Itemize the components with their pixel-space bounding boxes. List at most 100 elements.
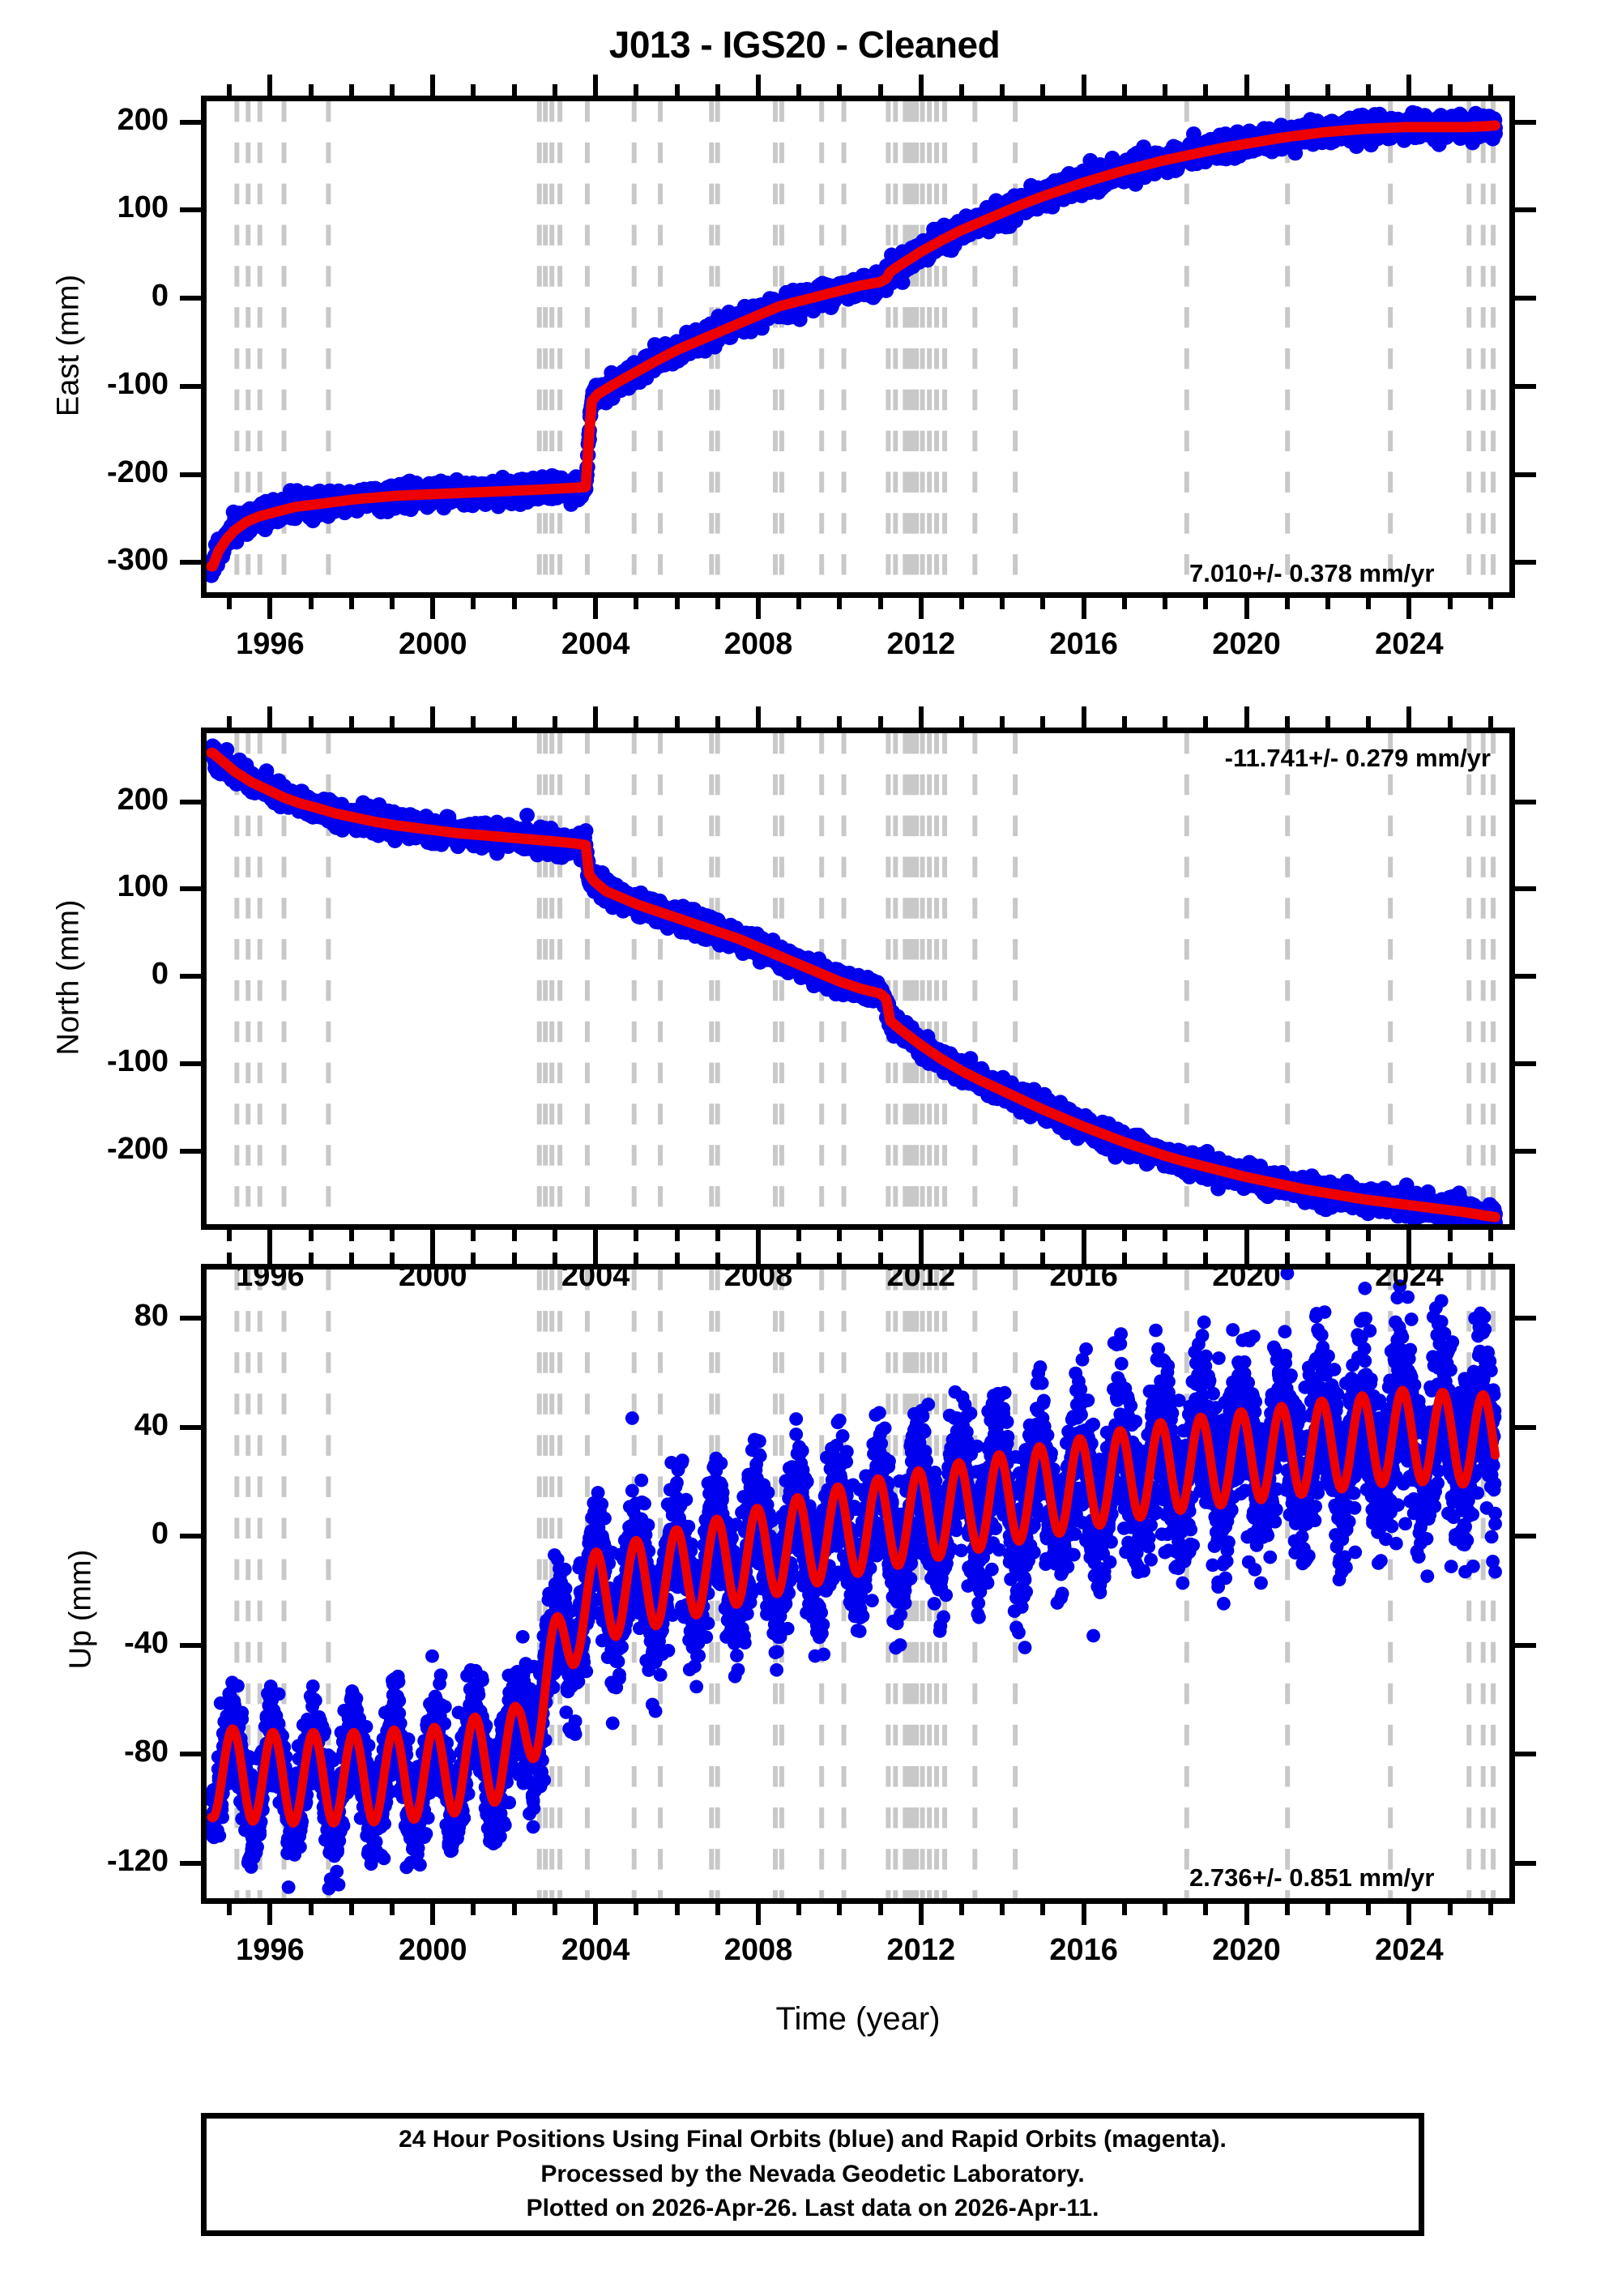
- x-tick-label-up: 2008: [723, 1933, 793, 1967]
- x-major-tick-top: [1082, 706, 1086, 728]
- x-minor-tick: [1325, 598, 1330, 609]
- x-major-tick-top: [756, 706, 761, 728]
- y-tick-north: [180, 1149, 201, 1154]
- x-major-tick-top: [267, 706, 272, 728]
- x-minor-tick: [1488, 1904, 1493, 1915]
- x-minor-tick-top: [1285, 716, 1290, 728]
- x-major-tick: [593, 598, 598, 619]
- x-minor-tick-top: [796, 84, 801, 96]
- x-minor-tick-top: [878, 84, 883, 96]
- x-minor-tick-top: [837, 84, 842, 96]
- x-minor-tick-top: [1000, 1253, 1005, 1264]
- y-tick-label-north: 100: [117, 869, 169, 904]
- x-minor-tick-top: [1000, 84, 1005, 96]
- y-tick-east: [180, 296, 201, 301]
- x-minor-tick-top: [471, 716, 476, 728]
- x-minor-tick: [715, 1230, 720, 1241]
- x-major-tick: [1082, 1230, 1086, 1251]
- x-minor-tick-top: [390, 716, 395, 728]
- x-minor-tick-top: [1122, 1253, 1127, 1264]
- y-tick-east: [180, 207, 201, 212]
- x-minor-tick: [1366, 598, 1371, 609]
- panel-east: [201, 96, 1515, 598]
- x-minor-tick: [634, 1230, 638, 1241]
- east-rate-annotation: 7.010+/- 0.378 mm/yr: [1189, 559, 1435, 587]
- x-major-tick: [756, 1904, 761, 1925]
- y-tick-label-east: -100: [106, 366, 169, 401]
- x-major-tick: [1244, 598, 1249, 619]
- x-tick-label-east: 2020: [1212, 627, 1281, 661]
- x-tick-label-east: 1996: [236, 627, 305, 661]
- x-minor-tick-top: [227, 1253, 232, 1264]
- x-minor-tick: [1040, 598, 1045, 609]
- x-minor-tick-top: [512, 1253, 517, 1264]
- x-major-tick: [430, 1230, 435, 1251]
- x-tick-label-north: 1996: [236, 1259, 305, 1293]
- x-major-tick-top: [756, 75, 761, 96]
- x-minor-tick-top: [959, 1253, 964, 1264]
- x-minor-tick: [1203, 598, 1208, 609]
- x-minor-tick-top: [796, 716, 801, 728]
- x-tick-label-up: 2000: [398, 1933, 467, 1967]
- up-rate-annotation: 2.736+/- 0.851 mm/yr: [1189, 1863, 1435, 1892]
- x-minor-tick: [796, 1230, 801, 1241]
- x-minor-tick-top: [512, 716, 517, 728]
- x-minor-tick-top: [309, 1253, 314, 1264]
- x-minor-tick-top: [878, 716, 883, 728]
- x-minor-tick: [878, 1904, 883, 1915]
- y-tick-label-east: 200: [117, 102, 169, 137]
- x-minor-tick: [471, 1230, 476, 1241]
- x-minor-tick: [1325, 1904, 1330, 1915]
- x-minor-tick-top: [837, 1253, 842, 1264]
- x-minor-tick: [1285, 1904, 1290, 1915]
- x-minor-tick-top: [1163, 1253, 1167, 1264]
- x-minor-tick: [878, 1230, 883, 1241]
- y-tick-label-up: -80: [124, 1735, 169, 1769]
- x-minor-tick-top: [675, 84, 680, 96]
- y-tick-right-east: [1515, 207, 1536, 212]
- y-tick-north: [180, 1061, 201, 1066]
- x-minor-tick: [553, 598, 557, 609]
- x-tick-label-up: 2012: [886, 1933, 956, 1967]
- y-tick-right-north: [1515, 886, 1536, 891]
- x-minor-tick-top: [1203, 1253, 1208, 1264]
- x-minor-tick: [796, 598, 801, 609]
- x-tick-label-north: 2024: [1375, 1259, 1444, 1293]
- x-minor-tick-top: [471, 84, 476, 96]
- north-rate-annotation: -11.741+/- 0.279 mm/yr: [1224, 744, 1491, 772]
- panel-north: [201, 728, 1515, 1230]
- y-tick-up: [180, 1425, 201, 1430]
- x-major-tick-top: [1082, 75, 1086, 96]
- east-axis-label: East (mm): [51, 274, 86, 417]
- x-major-tick-top: [430, 1243, 435, 1264]
- y-tick-up: [180, 1643, 201, 1648]
- y-tick-north: [180, 886, 201, 891]
- x-major-tick-top: [1406, 706, 1411, 728]
- y-tick-label-east: 100: [117, 190, 169, 225]
- x-major-tick: [1406, 1904, 1411, 1925]
- x-major-tick: [756, 1230, 761, 1251]
- east-series-svg: [207, 101, 1503, 592]
- x-minor-tick: [837, 1904, 842, 1915]
- x-minor-tick-top: [1325, 84, 1330, 96]
- x-minor-tick-top: [1122, 84, 1127, 96]
- x-minor-tick-top: [1366, 1253, 1371, 1264]
- x-major-tick-top: [919, 706, 924, 728]
- x-minor-tick: [309, 598, 314, 609]
- x-minor-tick-top: [959, 84, 964, 96]
- x-minor-tick: [1122, 598, 1127, 609]
- y-tick-right-up: [1515, 1752, 1536, 1756]
- x-minor-tick: [634, 1904, 638, 1915]
- x-major-tick: [1244, 1904, 1249, 1925]
- x-tick-label-up: 2016: [1049, 1933, 1118, 1967]
- x-minor-tick-top: [349, 1253, 354, 1264]
- x-minor-tick-top: [1163, 716, 1167, 728]
- panel-north-plotarea: [207, 733, 1509, 1224]
- x-minor-tick: [1000, 1230, 1005, 1241]
- x-minor-tick-top: [1325, 716, 1330, 728]
- x-minor-tick: [1325, 1230, 1330, 1241]
- x-major-tick: [756, 598, 761, 619]
- x-major-tick-top: [430, 706, 435, 728]
- x-minor-tick-top: [553, 84, 557, 96]
- x-minor-tick-top: [1366, 84, 1371, 96]
